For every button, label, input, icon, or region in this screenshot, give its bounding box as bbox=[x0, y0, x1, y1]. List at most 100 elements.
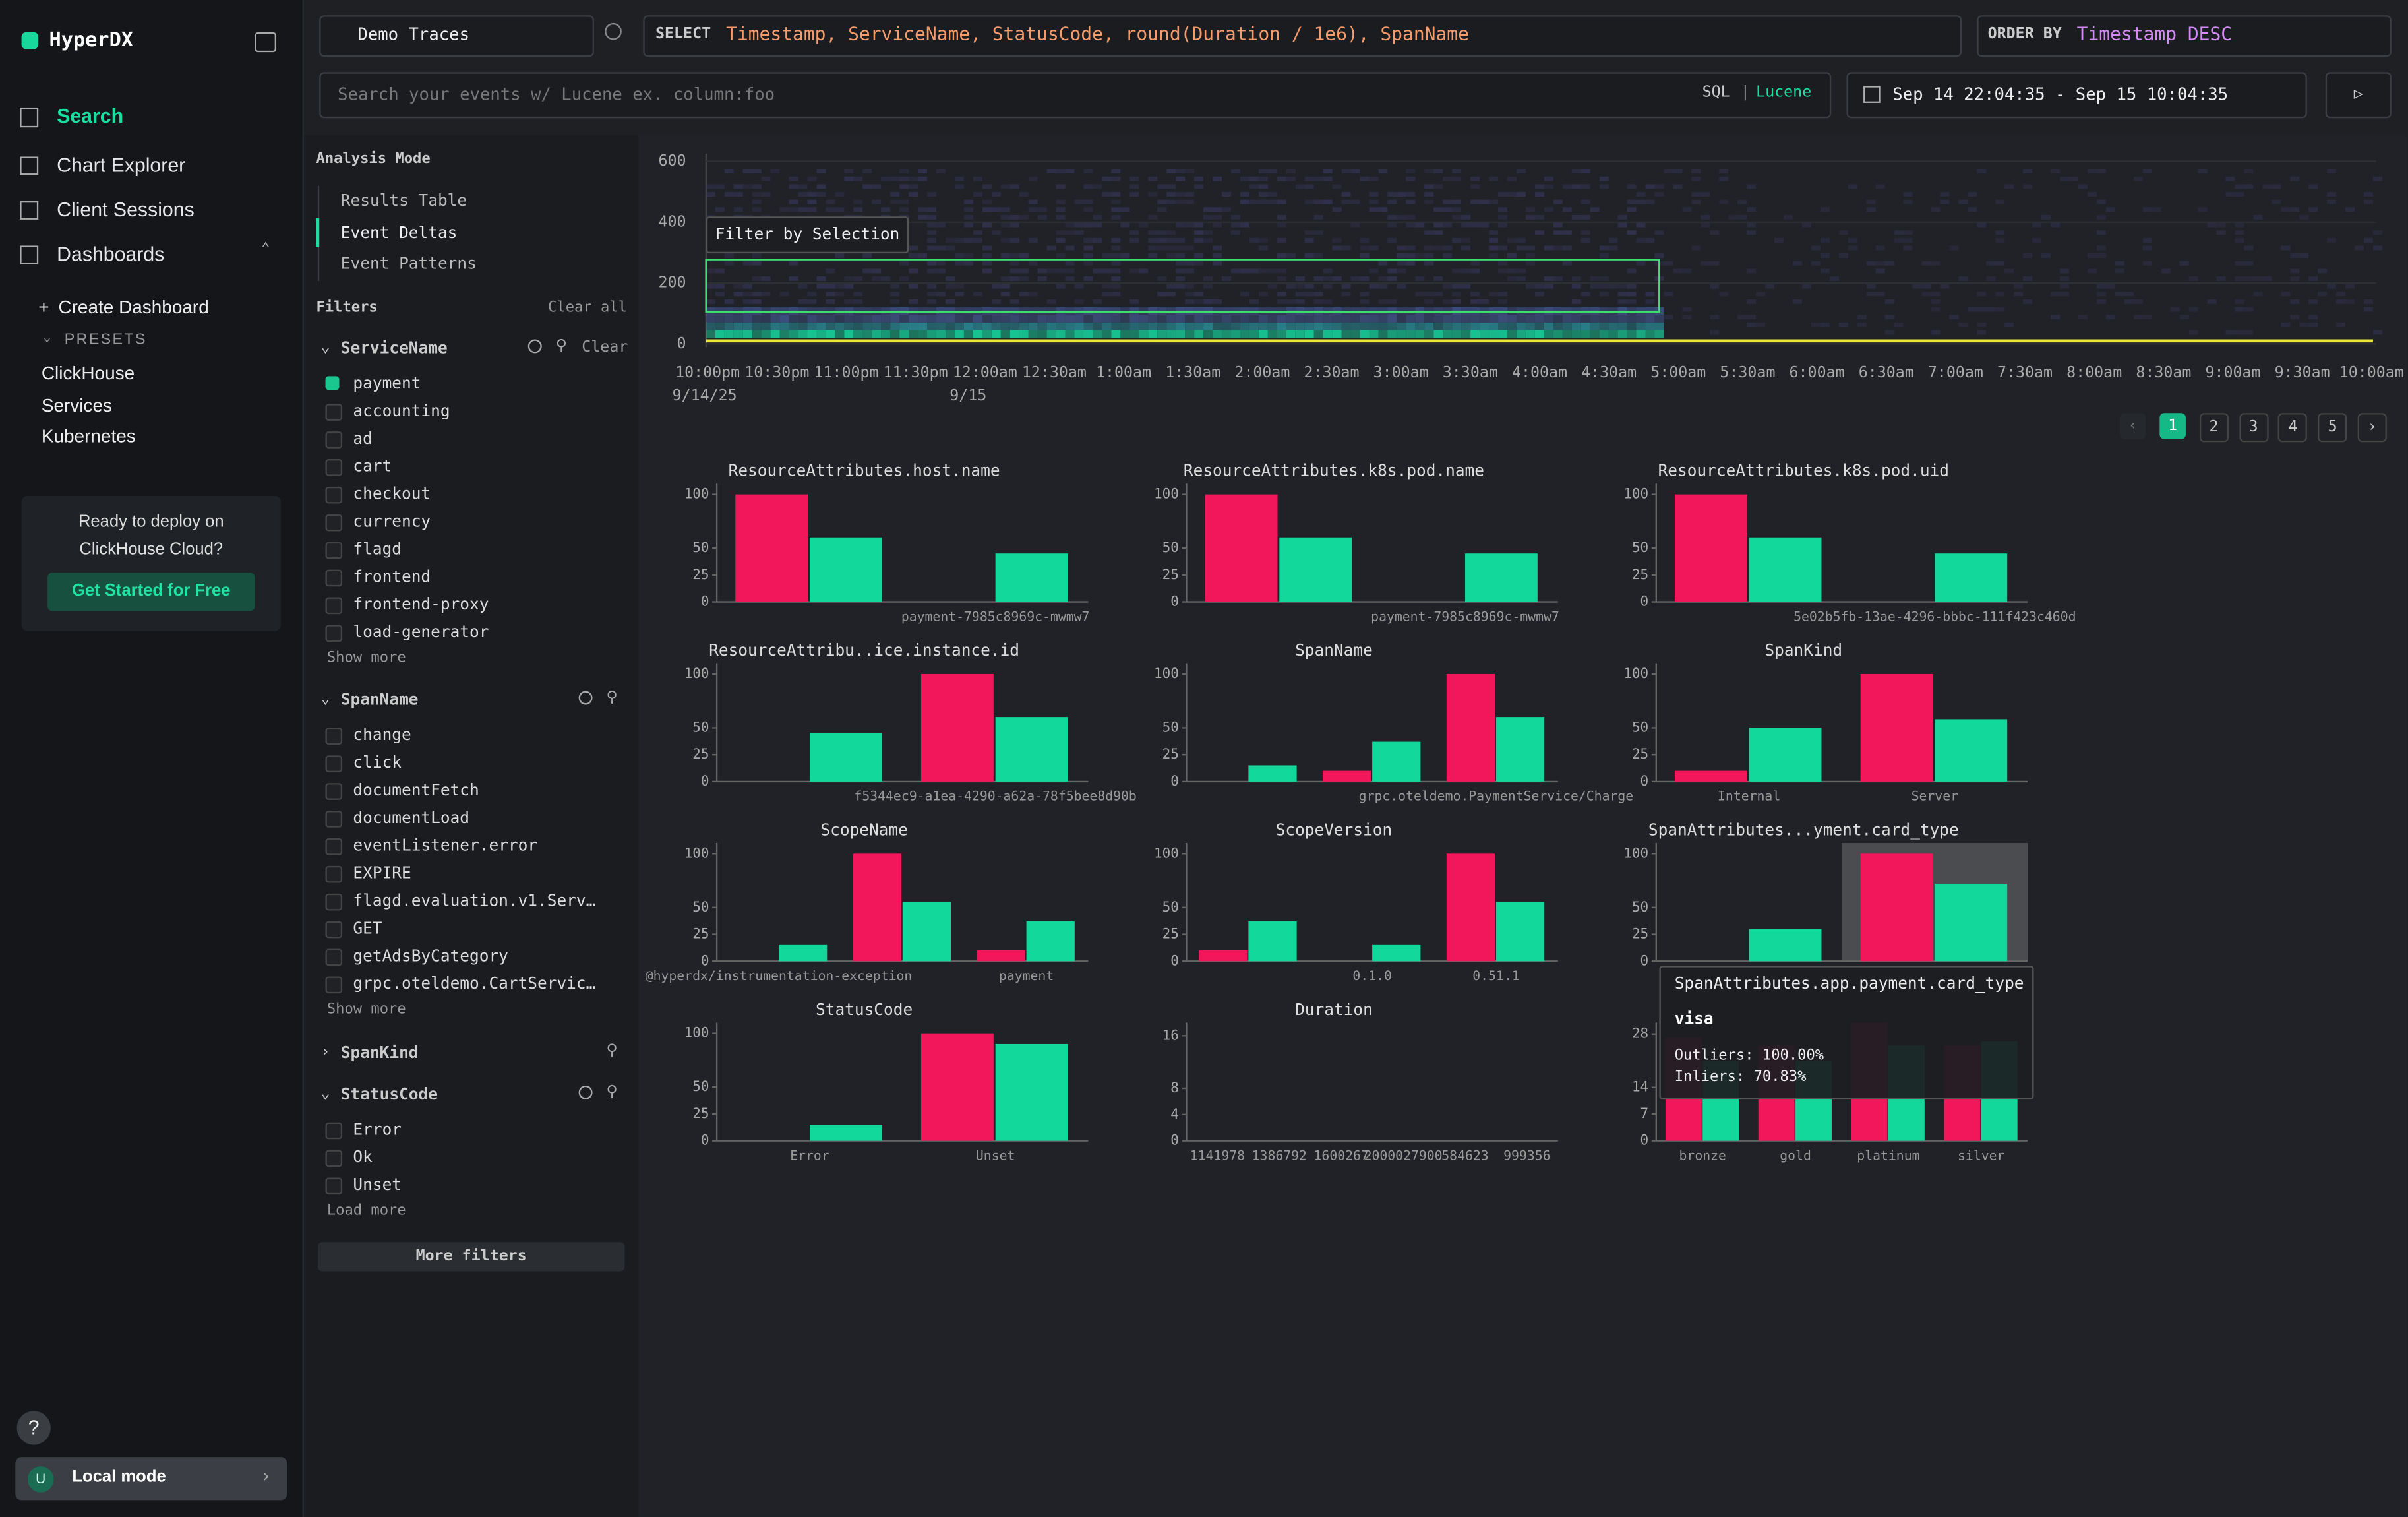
filter-option[interactable]: currency bbox=[353, 512, 431, 531]
filter-option[interactable]: documentLoad bbox=[353, 809, 469, 827]
checkbox[interactable] bbox=[326, 1123, 343, 1140]
filter-option[interactable]: click bbox=[353, 754, 402, 772]
pin-icon[interactable]: ⚲ bbox=[607, 689, 618, 706]
collapse-button[interactable] bbox=[255, 32, 276, 52]
filter-group-name[interactable]: StatusCode bbox=[341, 1086, 438, 1104]
page-button[interactable]: 4 bbox=[2279, 413, 2308, 442]
show-more[interactable]: Show more bbox=[327, 649, 406, 666]
x-tick-label: 584623 bbox=[1441, 1148, 1488, 1163]
page-prev[interactable]: ‹ bbox=[2120, 413, 2146, 439]
heat-cell bbox=[1682, 307, 1691, 312]
filter-option[interactable]: GET bbox=[353, 919, 382, 938]
analysis-mode[interactable]: Results Table bbox=[341, 192, 467, 210]
filter-option[interactable]: accounting bbox=[353, 402, 450, 421]
preset-item[interactable]: ClickHouse bbox=[42, 362, 135, 384]
filter-clear[interactable]: Clear bbox=[582, 339, 628, 356]
checkbox[interactable] bbox=[326, 459, 343, 476]
heat-cell bbox=[1231, 215, 1240, 220]
page-button[interactable]: 3 bbox=[2239, 413, 2268, 442]
selection-button[interactable]: Filter by Selection bbox=[706, 216, 909, 253]
filter-option[interactable]: ad bbox=[353, 430, 372, 449]
checkbox[interactable] bbox=[326, 948, 343, 966]
checkbox[interactable] bbox=[326, 542, 343, 559]
filter-group-name[interactable]: SpanName bbox=[341, 691, 419, 710]
page-button[interactable]: 2 bbox=[2199, 413, 2228, 442]
checkbox[interactable] bbox=[326, 404, 343, 421]
filter-option[interactable]: payment bbox=[353, 375, 421, 393]
page-next[interactable]: › bbox=[2358, 413, 2387, 442]
checkbox[interactable] bbox=[326, 1177, 343, 1194]
heat-cell bbox=[780, 207, 789, 212]
filter-option[interactable]: getAdsByCategory bbox=[353, 946, 508, 965]
checkbox[interactable] bbox=[326, 783, 343, 800]
help-button[interactable]: ? bbox=[17, 1411, 51, 1444]
heat-cell bbox=[816, 276, 826, 281]
nav-item[interactable]: Dashboards bbox=[57, 243, 164, 266]
filter-option[interactable]: Error bbox=[353, 1121, 402, 1139]
settings-icon[interactable] bbox=[605, 23, 622, 40]
heat-cell bbox=[1710, 261, 1719, 266]
filter-option[interactable]: flagd bbox=[353, 540, 402, 559]
checkbox[interactable] bbox=[326, 514, 343, 531]
pin-icon[interactable]: ⚲ bbox=[607, 1043, 618, 1060]
filter-option[interactable]: Unset bbox=[353, 1176, 402, 1194]
nav-item[interactable]: Chart Explorer bbox=[57, 154, 185, 177]
search-icon[interactable] bbox=[528, 339, 542, 353]
page-button[interactable]: 5 bbox=[2318, 413, 2347, 442]
nav-search[interactable]: Search bbox=[57, 104, 123, 127]
filter-group-name[interactable]: SpanKind bbox=[341, 1044, 419, 1063]
checkbox[interactable] bbox=[326, 728, 343, 745]
filter-option[interactable]: checkout bbox=[353, 485, 431, 503]
checkbox[interactable] bbox=[326, 376, 340, 390]
promo-button[interactable]: Get Started for Free bbox=[47, 573, 255, 611]
heat-cell bbox=[2253, 292, 2262, 296]
search-icon[interactable] bbox=[579, 1086, 593, 1099]
pin-icon[interactable]: ⚲ bbox=[607, 1084, 618, 1101]
checkbox[interactable] bbox=[326, 755, 343, 772]
filter-option[interactable]: frontend-proxy bbox=[353, 595, 489, 613]
filter-option[interactable]: load-generator bbox=[353, 623, 489, 641]
analysis-mode[interactable]: Event Patterns bbox=[341, 255, 477, 274]
filter-option[interactable]: eventListener.error bbox=[353, 836, 537, 855]
clear-all[interactable]: Clear all bbox=[548, 299, 627, 317]
checkbox[interactable] bbox=[326, 486, 343, 503]
nav-item[interactable]: Client Sessions bbox=[57, 198, 195, 221]
checkbox[interactable] bbox=[326, 921, 343, 938]
create-dashboard[interactable]: Create Dashboard bbox=[58, 296, 208, 318]
search-icon[interactable] bbox=[579, 691, 593, 705]
checkbox[interactable] bbox=[326, 838, 343, 855]
heat-cell bbox=[1194, 292, 1203, 296]
lang-lucene[interactable]: Lucene bbox=[1756, 84, 1811, 102]
show-more[interactable]: Load more bbox=[327, 1202, 406, 1219]
filter-option[interactable]: change bbox=[353, 726, 411, 745]
preset-item[interactable]: Kubernetes bbox=[42, 425, 136, 447]
checkbox[interactable] bbox=[326, 1150, 343, 1167]
analysis-mode[interactable]: Event Deltas bbox=[341, 224, 458, 242]
filter-option[interactable]: EXPIRE bbox=[353, 864, 411, 882]
run-button[interactable]: ▷ bbox=[2326, 72, 2392, 118]
checkbox[interactable] bbox=[326, 975, 343, 993]
x-tick-label: 2000027900 bbox=[1364, 1148, 1443, 1163]
checkbox[interactable] bbox=[326, 811, 343, 828]
more-filters-button[interactable]: More filters bbox=[318, 1242, 625, 1271]
filter-option[interactable]: flagd.evaluation.v1.Serv… bbox=[353, 892, 595, 910]
filter-option[interactable]: documentFetch bbox=[353, 782, 479, 800]
filter-option[interactable]: grpc.oteldemo.CartServic… bbox=[353, 974, 595, 993]
filter-group-name[interactable]: ServiceName bbox=[341, 339, 448, 357]
checkbox[interactable] bbox=[326, 624, 343, 641]
preset-item[interactable]: Services bbox=[42, 394, 112, 416]
checkbox[interactable] bbox=[326, 893, 343, 910]
checkbox[interactable] bbox=[326, 431, 343, 449]
checkbox[interactable] bbox=[326, 865, 343, 882]
filter-option[interactable]: cart bbox=[353, 457, 392, 476]
filter-option[interactable]: Ok bbox=[353, 1148, 372, 1167]
heat-cell bbox=[1977, 223, 1986, 228]
heat-cell bbox=[1203, 276, 1213, 281]
checkbox[interactable] bbox=[326, 597, 343, 614]
checkbox[interactable] bbox=[326, 569, 343, 586]
pin-icon[interactable]: ⚲ bbox=[556, 338, 567, 355]
filter-option[interactable]: frontend bbox=[353, 567, 431, 586]
show-more[interactable]: Show more bbox=[327, 1001, 406, 1018]
heat-cell bbox=[1075, 230, 1084, 235]
page-button[interactable]: 1 bbox=[2159, 413, 2186, 439]
